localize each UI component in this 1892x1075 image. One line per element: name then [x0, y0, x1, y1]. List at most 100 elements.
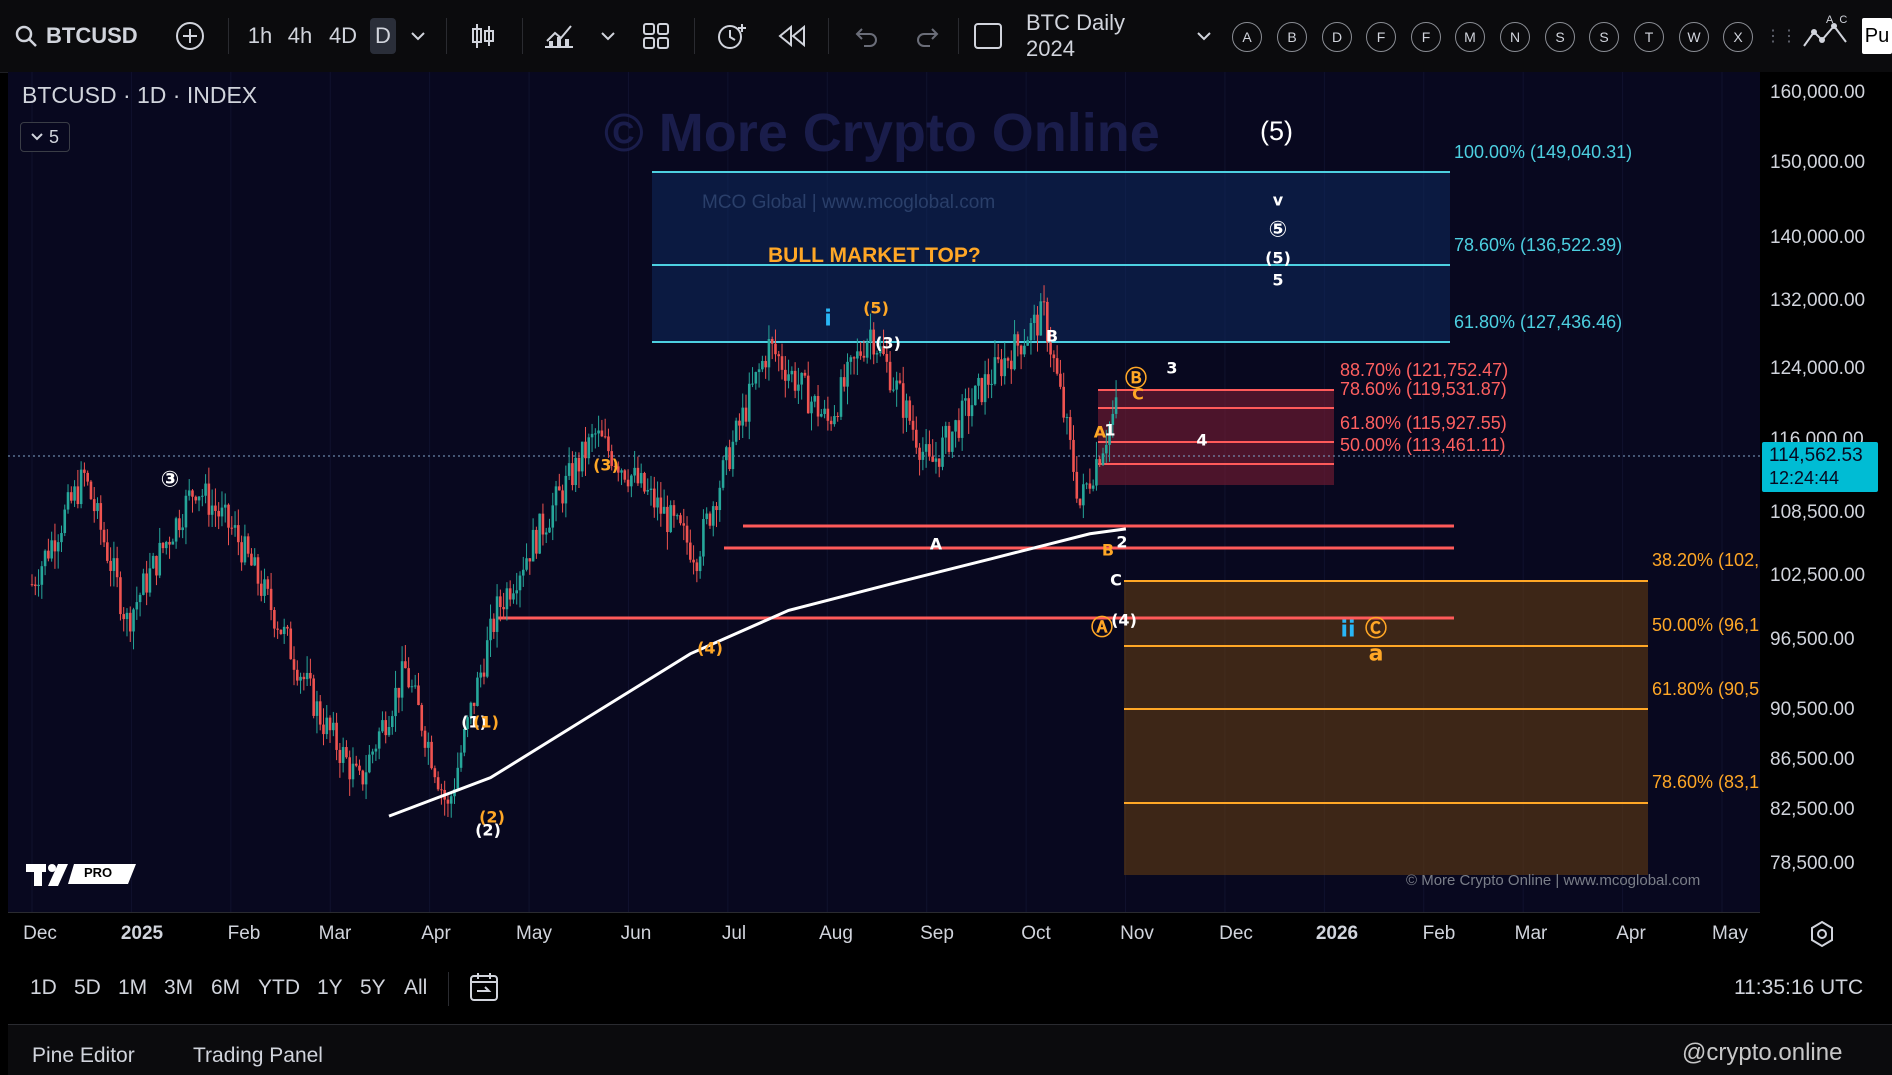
alert-letter-d[interactable]: D	[1322, 22, 1352, 52]
range-1m[interactable]: 1M	[118, 976, 148, 999]
fib-mid-zone[interactable]	[1098, 390, 1334, 485]
fib-upper-zone[interactable]	[652, 172, 1450, 342]
fib-mid-label-618[interactable]: 61.80% (115,927.55)	[1340, 413, 1507, 433]
wave-label[interactable]: 3	[1166, 358, 1178, 378]
interval-4d[interactable]: 4D	[328, 23, 358, 48]
wave-label[interactable]: (1)	[473, 712, 499, 732]
range-6m[interactable]: 6M	[211, 976, 241, 999]
alert-letter-f2[interactable]: F	[1411, 22, 1441, 52]
range-5y[interactable]: 5Y	[360, 976, 386, 999]
fib-lower-label-500[interactable]: 50.00% (96,1	[1652, 615, 1760, 635]
wave-label[interactable]: C	[1110, 570, 1122, 590]
alert-letter-s1[interactable]: S	[1545, 22, 1575, 52]
interval-dropdown-button[interactable]	[406, 18, 430, 54]
wave-label[interactable]: (2)	[479, 807, 505, 827]
publish-button[interactable]: Pu	[1862, 18, 1892, 54]
interval-d-selected[interactable]: D	[370, 18, 396, 54]
wave-label[interactable]: B	[1045, 326, 1059, 346]
fib-lower-zone[interactable]	[1124, 581, 1648, 875]
wave-label[interactable]: C	[1132, 384, 1144, 404]
layout-name[interactable]: BTC Daily 2024	[1026, 10, 1126, 61]
wave-label[interactable]: Ⓒ	[1364, 617, 1388, 642]
range-1y[interactable]: 1Y	[317, 976, 343, 999]
layout-dropdown-button[interactable]	[1192, 18, 1216, 54]
range-5d[interactable]: 5D	[74, 976, 101, 999]
fib-lower-label-618[interactable]: 61.80% (90,5	[1652, 679, 1760, 699]
interval-4h[interactable]: 4h	[287, 23, 313, 48]
trading-panel-tab[interactable]: Trading Panel	[193, 1044, 323, 1067]
wave-label[interactable]: a	[1368, 641, 1384, 667]
alert-letter-x[interactable]: X	[1723, 22, 1753, 52]
utc-clock[interactable]: 11:35:16 UTC	[1734, 976, 1864, 999]
fib-mid-label-887[interactable]: 88.70% (121,752.47)	[1340, 360, 1509, 380]
chart-legend-title[interactable]: BTCUSD · 1D · INDEX	[22, 82, 258, 108]
layout-box-button[interactable]	[970, 18, 1006, 54]
bull-market-top-label[interactable]: BULL MARKET TOP?	[768, 244, 981, 267]
alert-letter-t[interactable]: T	[1634, 22, 1664, 52]
wave-label[interactable]: 5	[1272, 270, 1284, 290]
wave-label[interactable]: 4	[1196, 430, 1208, 450]
undo-button[interactable]	[852, 18, 882, 54]
wave-label[interactable]: (3)	[875, 333, 901, 353]
alert-letter-b[interactable]: B	[1277, 22, 1307, 52]
alert-button[interactable]	[714, 18, 750, 54]
wave-label[interactable]: Ⓑ	[1124, 367, 1148, 392]
price-chart[interactable]	[8, 72, 1760, 912]
redo-button[interactable]	[912, 18, 942, 54]
chart-type-button[interactable]	[468, 18, 498, 54]
wave-label[interactable]: (5)	[1265, 248, 1291, 268]
wave-label[interactable]: A	[929, 534, 943, 554]
wave-label[interactable]: (2)	[475, 820, 501, 840]
layouts-button[interactable]	[640, 18, 672, 54]
wave-label[interactable]: (4)	[697, 638, 723, 658]
wave-tool-button[interactable]: AC	[1800, 14, 1850, 54]
fib-lower-label-786[interactable]: 78.60% (83,1	[1652, 772, 1760, 792]
alert-letter-s2[interactable]: S	[1589, 22, 1619, 52]
price-axis[interactable]: 160,000.00 150,000.00 140,000.00 132,000…	[1760, 72, 1892, 912]
alert-letter-n[interactable]: N	[1500, 22, 1530, 52]
wave-label[interactable]: i	[824, 306, 832, 332]
alert-letter-f1[interactable]: F	[1366, 22, 1396, 52]
symbol-search[interactable]: BTCUSD	[14, 18, 144, 54]
wave-5-major-label[interactable]: (5)	[1260, 116, 1293, 146]
wave-label[interactable]: ⑤	[1268, 217, 1288, 243]
compare-symbol-button[interactable]	[174, 18, 206, 54]
wave-label[interactable]: 1	[1104, 420, 1116, 440]
indicator-toggle-button[interactable]: 5	[20, 122, 70, 152]
drag-handle-icon[interactable]: ⋮⋮	[1765, 28, 1797, 45]
fib-upper-label-618[interactable]: 61.80% (127,436.46)	[1454, 312, 1623, 332]
wave-label[interactable]: ii	[1340, 617, 1356, 643]
wave-label[interactable]: 2	[1116, 532, 1128, 552]
time-axis[interactable]: Dec 2025 Feb Mar Apr May Jun Jul Aug Sep…	[8, 912, 1760, 955]
range-all[interactable]: All	[404, 976, 428, 999]
wave-label[interactable]: v	[1272, 190, 1284, 210]
wave-label[interactable]: (1)	[461, 712, 487, 732]
wave-label[interactable]: A	[1093, 422, 1107, 442]
alert-letter-a[interactable]: A	[1232, 22, 1262, 52]
alert-letter-w[interactable]: W	[1679, 22, 1709, 52]
indicators-dropdown-button[interactable]	[596, 18, 620, 54]
pine-editor-tab[interactable]: Pine Editor	[32, 1044, 135, 1067]
indicators-button[interactable]	[542, 18, 576, 54]
fib-mid-label-500[interactable]: 50.00% (113,461.11)	[1340, 435, 1506, 455]
wave-label[interactable]: Ⓐ	[1090, 616, 1114, 641]
wave-label[interactable]: B	[1101, 540, 1115, 560]
range-3m[interactable]: 3M	[164, 976, 194, 999]
range-ytd[interactable]: YTD	[258, 976, 300, 999]
wave-label[interactable]: ③	[160, 467, 180, 493]
fib-upper-label-786[interactable]: 78.60% (136,522.39)	[1454, 235, 1623, 255]
fib-upper-label-100[interactable]: 100.00% (149,040.31)	[1454, 142, 1633, 162]
chart-settings-button[interactable]	[1808, 920, 1838, 948]
range-1d[interactable]: 1D	[30, 976, 57, 999]
wave-label[interactable]: (4)	[1111, 610, 1137, 630]
alert-letter-m[interactable]: M	[1455, 22, 1485, 52]
goto-date-button[interactable]	[468, 970, 502, 1009]
interval-1h[interactable]: 1h	[247, 23, 273, 48]
wave-label[interactable]: (5)	[863, 298, 889, 318]
fib-mid-label-786[interactable]: 78.60% (119,531.87)	[1340, 379, 1507, 399]
replay-button[interactable]	[776, 18, 808, 54]
chart-pane[interactable]: BTCUSD · 1D · INDEX 5 © More Crypto Onli…	[8, 72, 1760, 912]
wave-label[interactable]: (3)	[593, 455, 619, 475]
fib-lower-label-382[interactable]: 38.20% (102,	[1652, 550, 1760, 570]
current-price-badge[interactable]: 114,562.53 12:24:44	[1762, 442, 1878, 492]
